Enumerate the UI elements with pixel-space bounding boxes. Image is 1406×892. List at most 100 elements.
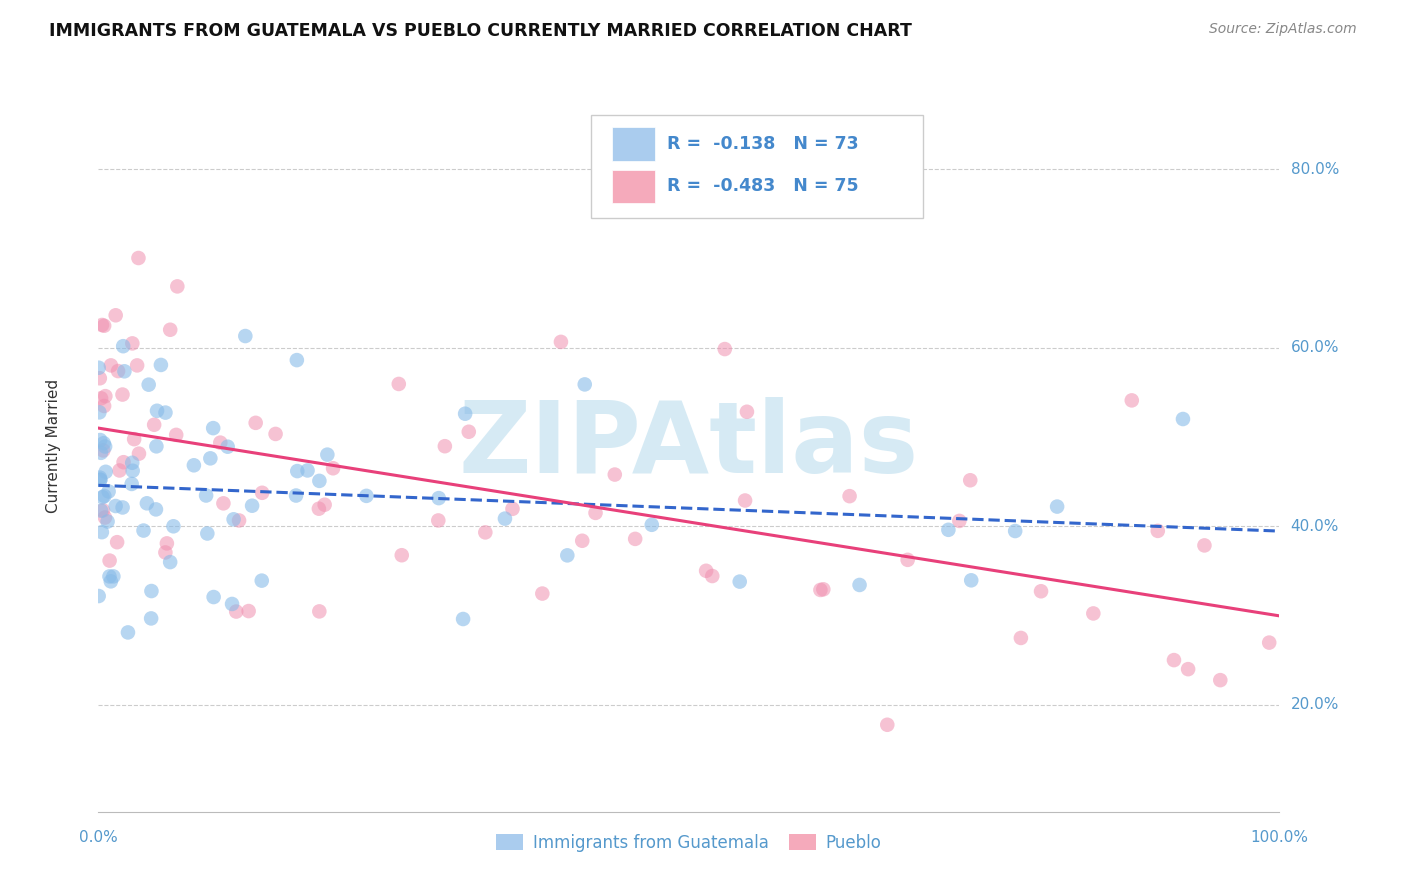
Point <box>183 458 205 473</box>
Point <box>960 574 983 588</box>
Point <box>451 612 474 626</box>
Point <box>245 416 267 430</box>
Point <box>100 574 122 589</box>
Point <box>166 279 188 293</box>
Point <box>474 525 496 540</box>
Point <box>714 342 737 356</box>
Point <box>695 564 717 578</box>
Point <box>1194 538 1216 552</box>
Point <box>494 511 516 525</box>
Point <box>1171 412 1194 426</box>
Point <box>117 625 139 640</box>
Point <box>105 535 128 549</box>
Point <box>457 425 479 439</box>
Point <box>93 399 115 413</box>
Point <box>91 490 114 504</box>
Point <box>240 499 263 513</box>
Point <box>233 329 256 343</box>
Point <box>427 513 450 527</box>
Point <box>222 512 245 526</box>
Point <box>838 489 860 503</box>
Point <box>734 493 756 508</box>
Point <box>454 407 477 421</box>
Point <box>146 404 169 418</box>
Point <box>121 456 143 470</box>
Point <box>585 506 607 520</box>
Point <box>138 377 160 392</box>
Point <box>250 485 273 500</box>
Point <box>624 532 647 546</box>
Point <box>1258 635 1281 649</box>
Point <box>93 436 115 450</box>
Point <box>959 473 981 487</box>
Point <box>155 545 177 559</box>
Point <box>89 371 111 385</box>
Point <box>90 446 112 460</box>
Point <box>813 582 835 597</box>
Point <box>90 504 112 518</box>
Point <box>195 526 218 541</box>
Point <box>98 553 121 567</box>
Point <box>94 440 117 454</box>
Point <box>308 501 330 516</box>
Point <box>221 597 243 611</box>
Point <box>93 318 115 333</box>
Point <box>122 432 145 446</box>
Point <box>97 484 120 499</box>
Point <box>433 439 456 453</box>
Point <box>132 524 155 538</box>
Point <box>876 718 898 732</box>
Point <box>550 334 572 349</box>
Point <box>108 463 131 477</box>
Point <box>162 519 184 533</box>
Point <box>145 439 167 453</box>
Point <box>139 611 162 625</box>
Point <box>112 364 135 378</box>
Point <box>159 323 181 337</box>
Point <box>103 569 125 583</box>
Point <box>156 536 179 550</box>
Point <box>127 251 149 265</box>
Point <box>238 604 260 618</box>
Point <box>316 448 339 462</box>
Text: Source: ZipAtlas.com: Source: ZipAtlas.com <box>1209 22 1357 37</box>
Point <box>285 489 308 503</box>
Point <box>111 387 134 401</box>
Point <box>502 501 524 516</box>
Point <box>111 500 134 515</box>
Point <box>202 421 225 435</box>
Point <box>94 389 117 403</box>
Point <box>308 474 330 488</box>
Point <box>121 464 143 478</box>
Point <box>728 574 751 589</box>
Point <box>94 465 117 479</box>
Point <box>948 514 970 528</box>
Point <box>202 590 225 604</box>
Point <box>810 582 832 597</box>
Point <box>128 447 150 461</box>
Text: 40.0%: 40.0% <box>1291 519 1339 533</box>
Point <box>89 473 111 487</box>
Point <box>285 464 308 478</box>
Point <box>165 428 187 442</box>
Text: ZIPAtlas: ZIPAtlas <box>458 398 920 494</box>
Point <box>89 405 111 419</box>
Point <box>314 498 336 512</box>
Point <box>297 463 319 477</box>
Point <box>97 515 120 529</box>
Point <box>285 353 308 368</box>
Point <box>897 553 920 567</box>
Point <box>89 473 111 487</box>
Point <box>87 589 110 603</box>
Text: 0.0%: 0.0% <box>79 830 118 846</box>
Point <box>91 443 114 458</box>
Point <box>250 574 273 588</box>
Point <box>531 586 554 600</box>
Point <box>702 569 724 583</box>
Point <box>91 503 114 517</box>
Point <box>121 477 143 491</box>
Point <box>571 533 593 548</box>
Point <box>1004 524 1026 538</box>
Point <box>1121 393 1143 408</box>
Text: Currently Married: Currently Married <box>46 379 60 513</box>
